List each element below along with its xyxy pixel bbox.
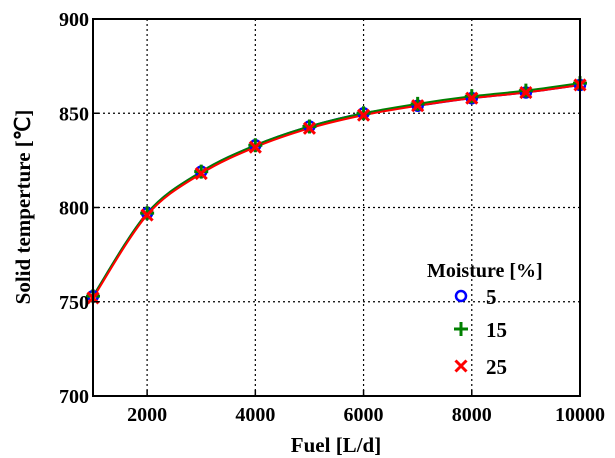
series-line-25 — [92, 83, 581, 299]
y-tick-label: 750 — [59, 292, 89, 314]
data-point-25 — [194, 167, 208, 181]
data-point-25 — [519, 85, 533, 100]
data-point-25 — [356, 108, 371, 122]
x-tick-label: 2000 — [127, 404, 167, 426]
x-tick-label: 10000 — [555, 404, 605, 426]
data-point-25 — [248, 140, 262, 154]
y-axis-title: Solid temperture [℃] — [11, 110, 35, 305]
data-point-25 — [465, 91, 479, 105]
legend: Moisture [%] 5 15 25 — [427, 260, 543, 379]
series-line-15 — [92, 82, 581, 297]
x-tick-label: 8000 — [452, 404, 492, 426]
legend-marker-5 — [454, 289, 468, 303]
legend-label-15: 15 — [486, 318, 507, 342]
x-axis-title: Fuel [L/d] — [291, 433, 381, 457]
y-tick-label: 900 — [59, 9, 89, 31]
y-tick-label: 700 — [59, 386, 89, 408]
data-point-25 — [140, 208, 154, 222]
legend-marker-25 — [454, 359, 468, 373]
data-point-25 — [302, 121, 317, 135]
y-tick-label: 800 — [59, 198, 89, 220]
legend-label-25: 25 — [486, 355, 507, 379]
data-point-25 — [411, 99, 425, 113]
y-tick-label: 850 — [59, 103, 89, 125]
grid — [93, 19, 580, 396]
legend-title: Moisture [%] — [427, 260, 543, 282]
legend-marker-15 — [454, 322, 468, 336]
ticks: 2000 4000 6000 8000 10000 700 750 800 850 900 — [59, 9, 605, 426]
legend-label-5: 5 — [486, 285, 497, 309]
x-tick-label: 6000 — [344, 404, 384, 426]
x-tick-label: 4000 — [235, 404, 275, 426]
